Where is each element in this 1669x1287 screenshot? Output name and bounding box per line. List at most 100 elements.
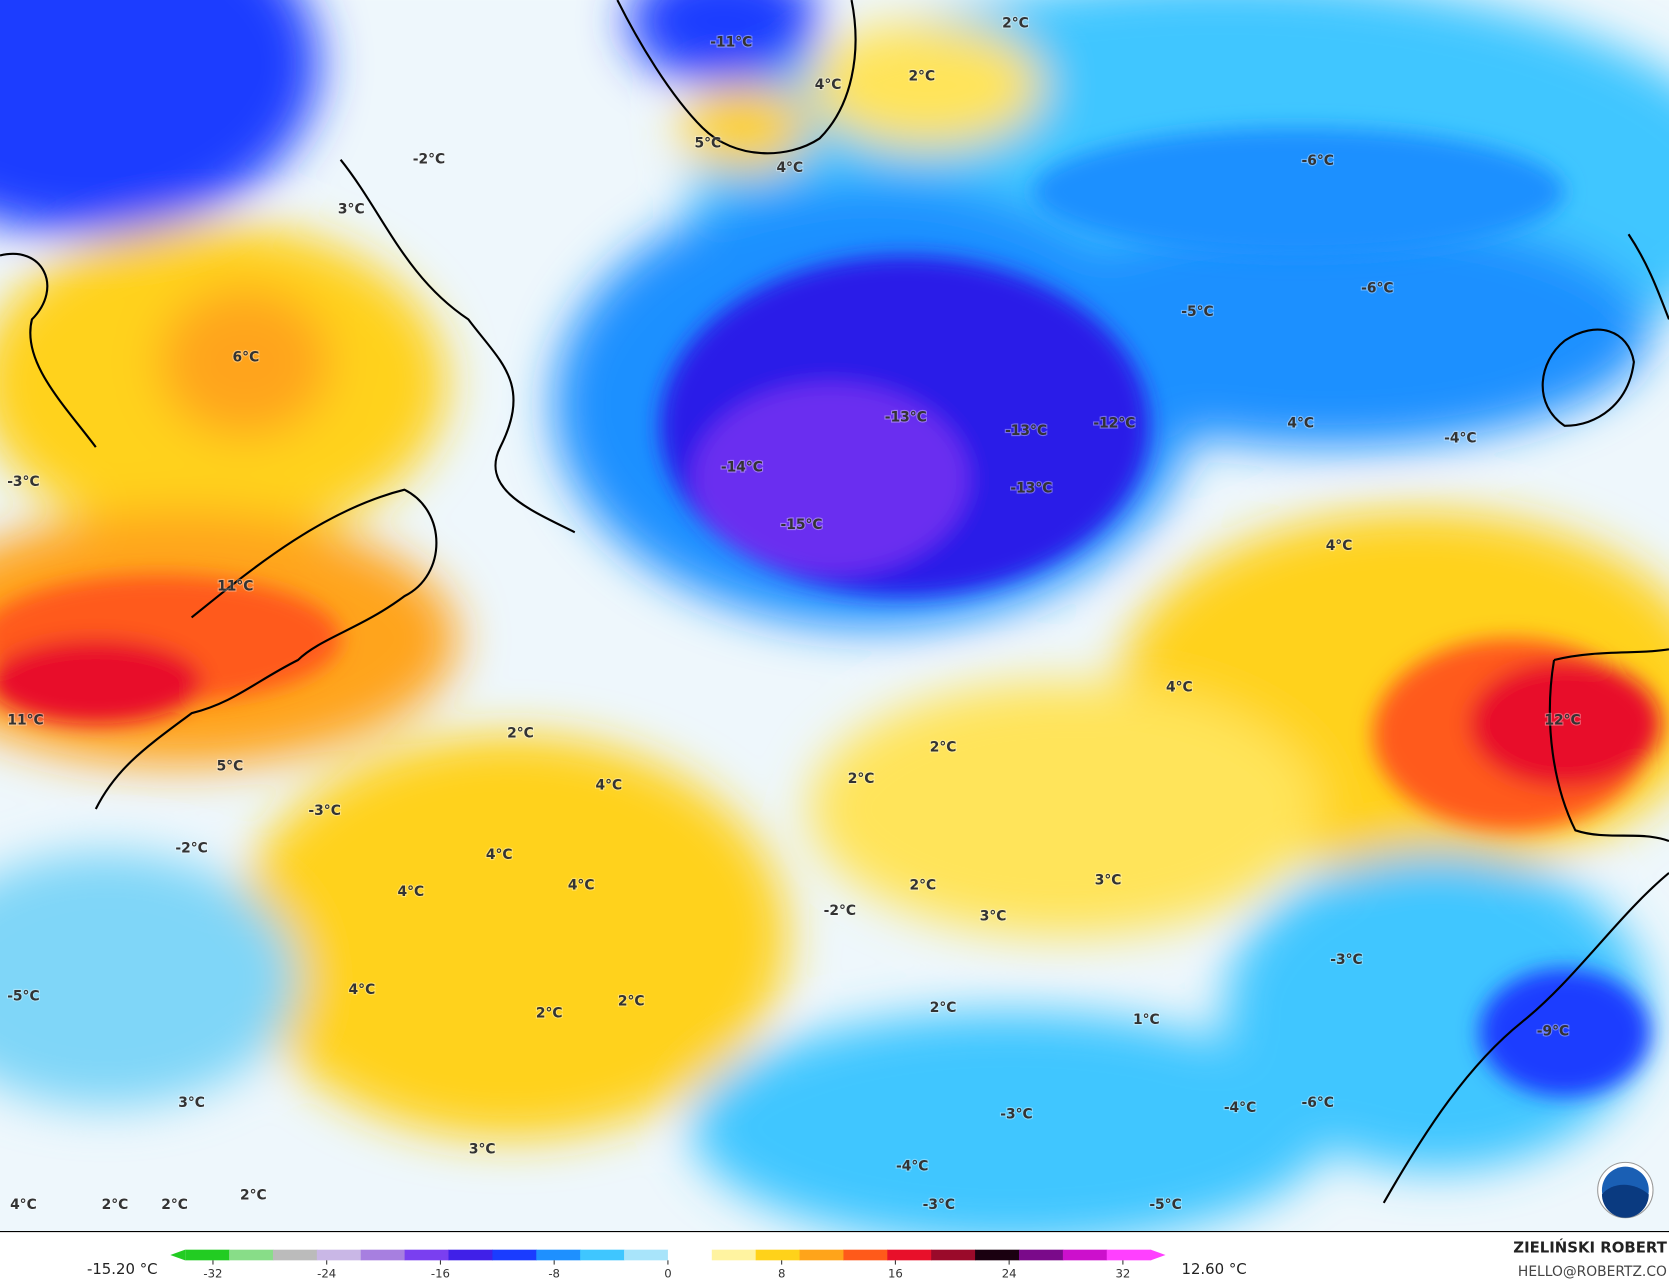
colorbar-tick-label: 32 [1115,1267,1130,1281]
colorbar-tick-label: -32 [203,1267,222,1281]
temperature-label: 2°C [930,739,957,755]
temperature-label: -6°C [1361,281,1393,297]
colorbar-segment [229,1249,274,1261]
temperature-label: -4°C [896,1159,928,1175]
coastline [0,0,1669,1204]
temperature-label: 2°C [1002,15,1029,31]
colorbar-segment [448,1249,493,1261]
colorbar-tick-label: 24 [1002,1267,1017,1281]
colorbar-max: 12.60 °C [1181,1260,1246,1278]
temperature-label: 2°C [240,1187,267,1203]
temperature-label: -3°C [1330,952,1362,968]
temperature-label: -5°C [7,988,39,1004]
temperature-label: 2°C [930,1000,957,1016]
colorbar-arrow [1150,1249,1166,1261]
temperature-label: -4°C [1224,1100,1256,1116]
map-labels: -11°C 4°C 2°C 2°C 5°C 4°C -2°C 3°C -6°C -6°C -5°C 6… [6,14,1582,1214]
temperature-label: -14°C [721,459,763,475]
temperature-label: 4°C [1326,538,1353,554]
temperature-label: 2°C [910,878,937,894]
colorbar-segment [624,1249,669,1261]
colorbar-segment [1106,1249,1152,1261]
temperature-label: 2°C [507,725,534,741]
colorbar: -32 -24 -16 -8 0 8 16 24 32 [170,1249,1166,1281]
temperature-label: 1°C [1133,1012,1160,1028]
colorbar-segment [404,1249,450,1261]
temperature-label: 3°C [1095,872,1122,888]
temperature-label: 4°C [10,1197,37,1213]
temperature-label: -13°C [1005,423,1047,439]
temperature-label: -12°C [1093,416,1135,432]
temperature-label: 12°C [1544,713,1580,729]
temperature-label: -4°C [1444,431,1476,447]
temperature-label: 3°C [980,909,1007,925]
temperature-label: -3°C [7,474,39,490]
temperature-label: -3°C [1000,1107,1032,1123]
temperature-label: 11°C [217,579,253,595]
temperature-label: 4°C [1166,680,1193,696]
temperature-label: -6°C [1302,1095,1334,1111]
temperature-label: -13°C [1010,481,1052,497]
colorbar-segment [887,1249,932,1261]
temperature-label: 4°C [349,982,376,998]
temperature-label: -9°C [1537,1023,1569,1039]
temperature-label: 4°C [398,884,425,900]
temperature-label: 4°C [815,77,842,93]
temperature-label: -3°C [308,803,340,819]
temperature-label: -3°C [923,1197,955,1213]
temperature-label: -2°C [824,903,856,919]
temperature-field [0,0,1669,1232]
temperature-label: 5°C [217,758,244,774]
temperature-label: -6°C [1302,153,1334,169]
colorbar-segment [316,1249,362,1261]
colorbar-segment [272,1249,318,1261]
temperature-label: 4°C [776,160,803,176]
temperature-label: 3°C [469,1142,496,1158]
temperature-label: 2°C [161,1197,188,1213]
colorbar-segment [843,1249,888,1261]
temperature-label: 2°C [908,69,935,85]
temperature-label: 2°C [848,771,875,787]
colorbar-tick-label: 8 [778,1267,785,1281]
colorbar-tick-label: -24 [317,1267,336,1281]
colorbar-arrow [170,1249,186,1261]
temperature-label: 4°C [596,778,623,794]
colorbar-segment [755,1249,801,1261]
colorbar-tick-label: 0 [664,1267,671,1281]
colorbar-segment [975,1249,1020,1261]
temperature-label: -15°C [780,517,822,533]
colorbar-segment [1062,1249,1108,1261]
colorbar-min: -15.20 °C [87,1260,158,1278]
temperature-label: -5°C [1149,1197,1181,1213]
temperature-label: 6°C [233,350,260,366]
temperature-label: -2°C [175,840,207,856]
colorbar-tick-label: -16 [431,1267,450,1281]
noaa-logo [1597,1161,1654,1219]
colorbar-segment [536,1249,581,1261]
colorbar-segment [667,1249,713,1261]
colorbar-segment [799,1249,844,1261]
author: ZIELIŃSKI ROBERT [1513,1239,1667,1257]
temperature-label: -2°C [413,152,445,168]
temperature-label: -13°C [885,409,927,425]
email: HELLO@ROBERTZ.CO [1518,1264,1667,1280]
temperature-label: -5°C [1181,304,1213,320]
colorbar-segment [360,1249,406,1261]
temperature-label: 11°C [7,713,43,729]
temperature-label: 4°C [1287,416,1314,432]
colorbar-segment [931,1249,976,1261]
colorbar-segment [185,1249,230,1261]
temperature-label: 5°C [694,136,721,152]
colorbar-tick-label: 16 [888,1267,903,1281]
temperature-label: 2°C [102,1197,129,1213]
temperature-label: 2°C [536,1005,563,1021]
colorbar-segment [1018,1249,1064,1261]
temperature-label: 4°C [486,847,513,863]
colorbar-tick-label: -8 [548,1267,560,1281]
temperature-label: 4°C [568,878,595,894]
temperature-label: 3°C [178,1095,205,1111]
temperature-label: -11°C [710,35,752,51]
colorbar-segment [711,1249,757,1261]
